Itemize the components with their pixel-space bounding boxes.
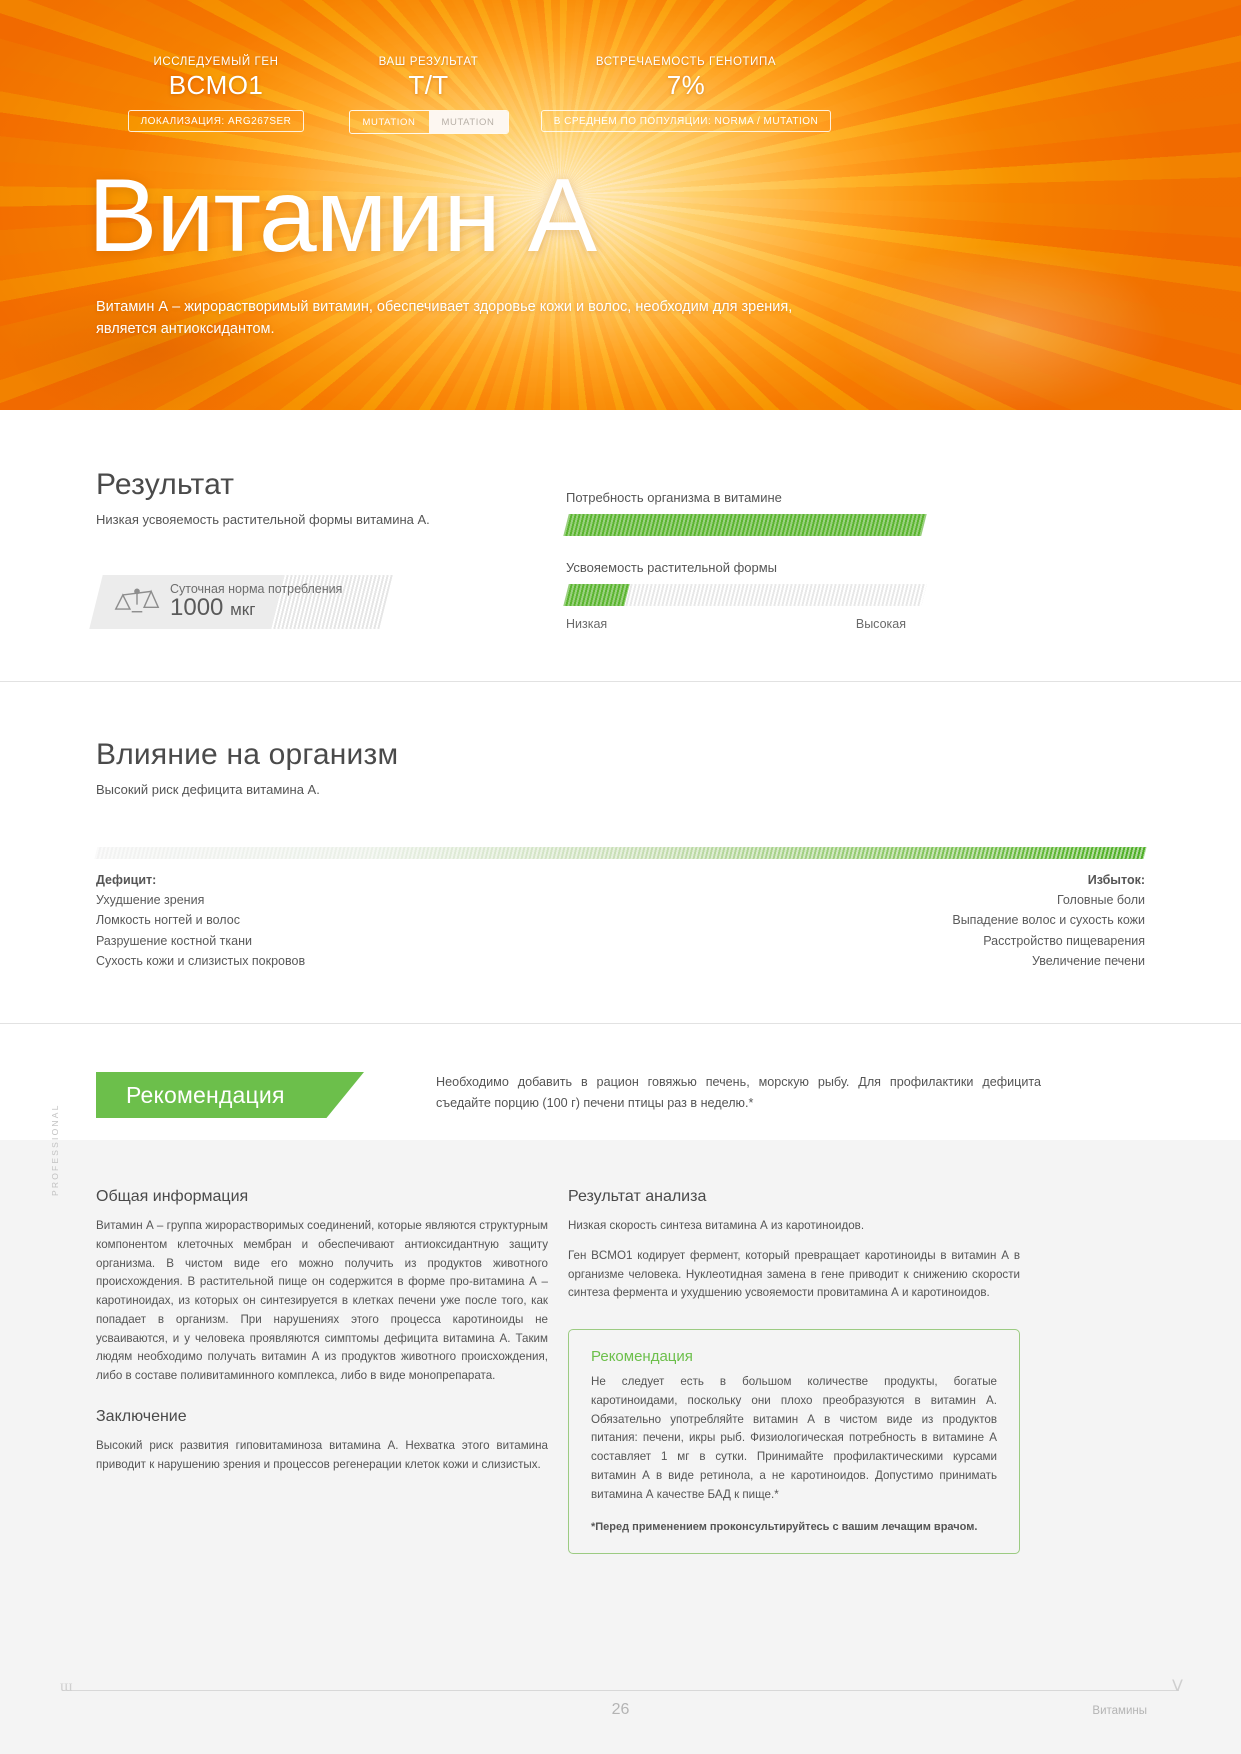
info-panel: Общая информация Витамин А – группа жиро… [0, 1140, 1241, 1754]
daily-norm-box: Суточная норма потребления 1000 мкг [89, 575, 393, 629]
gene-localization-badge: ЛОКАЛИЗАЦИЯ: ARG267SER [127, 110, 305, 132]
result-column: ВАШ РЕЗУЛЬТАТ T/T MUTATION MUTATION [336, 56, 521, 134]
analysis-text-1: Низкая скорость синтеза витамина А из ка… [568, 1219, 865, 1232]
deficit-list: Дефицит: Ухудшение зрения Ломкость ногте… [96, 873, 305, 971]
recommendation-card: Рекомендация Не следует есть в большом к… [568, 1329, 1020, 1554]
daily-norm-unit: мкг [230, 600, 256, 619]
bar-scale-high: Высокая [855, 617, 906, 631]
list-item: Ухудшение зрения [96, 893, 205, 907]
result-bars: Потребность организма в витамине Усвояем… [563, 468, 1145, 631]
general-info-column: Общая информация Витамин А – группа жиро… [96, 1188, 548, 1554]
gene-value: BCMO1 [168, 70, 264, 100]
bar-scale-legend: Низкая Высокая [566, 617, 906, 631]
result-description: Низкая усвояемость растительной формы ви… [96, 512, 430, 527]
bar-track-absorption [563, 584, 927, 606]
footer-right-mark-icon: Ⅴ [1172, 1678, 1183, 1695]
result-heading: Результат [96, 468, 235, 501]
conclusion-text: Высокий риск развития гиповитаминоза вит… [96, 1439, 548, 1471]
bar-group-absorption: Усвояемость растительной формы [563, 560, 1145, 606]
result-value: T/T [408, 70, 449, 100]
bar-label-absorption: Усвояемость растительной формы [566, 560, 778, 575]
frequency-caption: ВСТРЕЧАЕМОСТЬ ГЕНОТИПА [595, 56, 777, 68]
footer-left-mark-icon: ɯ [60, 1678, 73, 1695]
general-info-title: Общая информация [96, 1188, 249, 1205]
footer-category: Витамины [1092, 1705, 1147, 1717]
deficit-title: Дефицит: [96, 873, 157, 887]
recommendation-ribbon: Рекомендация [96, 1072, 364, 1118]
gene-caption: ИССЛЕДУЕМЫЙ ГЕН [153, 56, 279, 68]
list-item: Расстройство пищеварения [983, 933, 1145, 948]
general-info-text: Витамин А – группа жирорастворимых соеди… [96, 1219, 548, 1383]
hero-banner: ИССЛЕДУЕМЫЙ ГЕН BCMO1 ЛОКАЛИЗАЦИЯ: ARG26… [0, 0, 1241, 410]
divider-1 [0, 681, 1241, 682]
divider-2 [0, 1023, 1241, 1024]
gene-column: ИССЛЕДУЕМЫЙ ГЕН BCMO1 ЛОКАЛИЗАЦИЯ: ARG26… [96, 56, 336, 134]
page-number: 26 [611, 1701, 630, 1718]
page-subtitle: Витамин А – жирорастворимый витамин, обе… [96, 299, 793, 338]
analysis-title: Результат анализа [568, 1188, 707, 1205]
excess-list: Избыток: Головные боли Выпадение волос и… [952, 873, 1145, 971]
page-title: Витамин А [88, 158, 597, 274]
list-item: Головные боли [1056, 893, 1145, 907]
bar-fill-absorption [563, 584, 630, 606]
gene-info-strip: ИССЛЕДУЕМЫЙ ГЕН BCMO1 ЛОКАЛИЗАЦИЯ: ARG26… [0, 0, 1241, 134]
mutation-toggle-right[interactable]: MUTATION [428, 111, 508, 133]
footer-divider [62, 1690, 1179, 1691]
analysis-column: Результат анализа Низкая скорость синтез… [568, 1188, 1020, 1554]
page-footer: ɯ Ⅴ 26 Витамины [0, 1664, 1241, 1754]
impact-gradient-bar [94, 847, 1147, 859]
analysis-text-2: Ген BCMO1 кодирует фермент, который прев… [568, 1248, 1020, 1300]
bar-scale-low: Низкая [566, 617, 608, 631]
frequency-value: 7% [666, 70, 706, 100]
conclusion-title: Заключение [96, 1408, 187, 1426]
list-item: Ломкость ногтей и волос [96, 913, 240, 928]
excess-title: Избыток: [1087, 873, 1145, 887]
recommendation-card-text: Не следует есть в большом количестве про… [591, 1375, 997, 1501]
mutation-toggle[interactable]: MUTATION MUTATION [348, 110, 509, 134]
recommendation-card-note: *Перед применением проконсультируйтесь с… [591, 1520, 978, 1533]
recommendation-text: Необходимо добавить в рацион говяжью печ… [436, 1075, 1041, 1110]
bar-fill-need [563, 514, 927, 536]
list-item: Увеличение печени [1032, 953, 1145, 968]
population-average-badge: В СРЕДНЕМ ПО ПОПУЛЯЦИИ: NORMA / MUTATION [540, 110, 832, 132]
result-caption: ВАШ РЕЗУЛЬТАТ [378, 56, 479, 68]
impact-section: Влияние на организм Высокий риск дефицит… [0, 682, 1241, 1023]
frequency-column: ВСТРЕЧАЕМОСТЬ ГЕНОТИПА 7% В СРЕДНЕМ ПО П… [521, 56, 851, 134]
list-item: Сухость кожи и слизистых покровов [96, 953, 306, 968]
result-section: Результат Низкая усвояемость растительно… [0, 410, 1241, 681]
daily-norm-value: 1000 [170, 594, 224, 621]
impact-description: Высокий риск дефицита витамина А. [96, 782, 320, 797]
bar-label-need: Потребность организма в витамине [566, 490, 782, 505]
bar-group-need: Потребность организма в витамине [563, 490, 1145, 536]
list-item: Разрушение костной ткани [96, 933, 252, 948]
bar-track-need [563, 514, 927, 536]
mutation-toggle-left[interactable]: MUTATION [362, 117, 416, 128]
recommendation-card-title: Рекомендация [591, 1348, 693, 1366]
balance-scale-icon [114, 588, 160, 613]
list-item: Выпадение волос и сухость кожи [952, 913, 1145, 928]
impact-heading: Влияние на организм [96, 738, 399, 771]
professional-side-label: PROFESSIONAL [50, 1103, 60, 1196]
